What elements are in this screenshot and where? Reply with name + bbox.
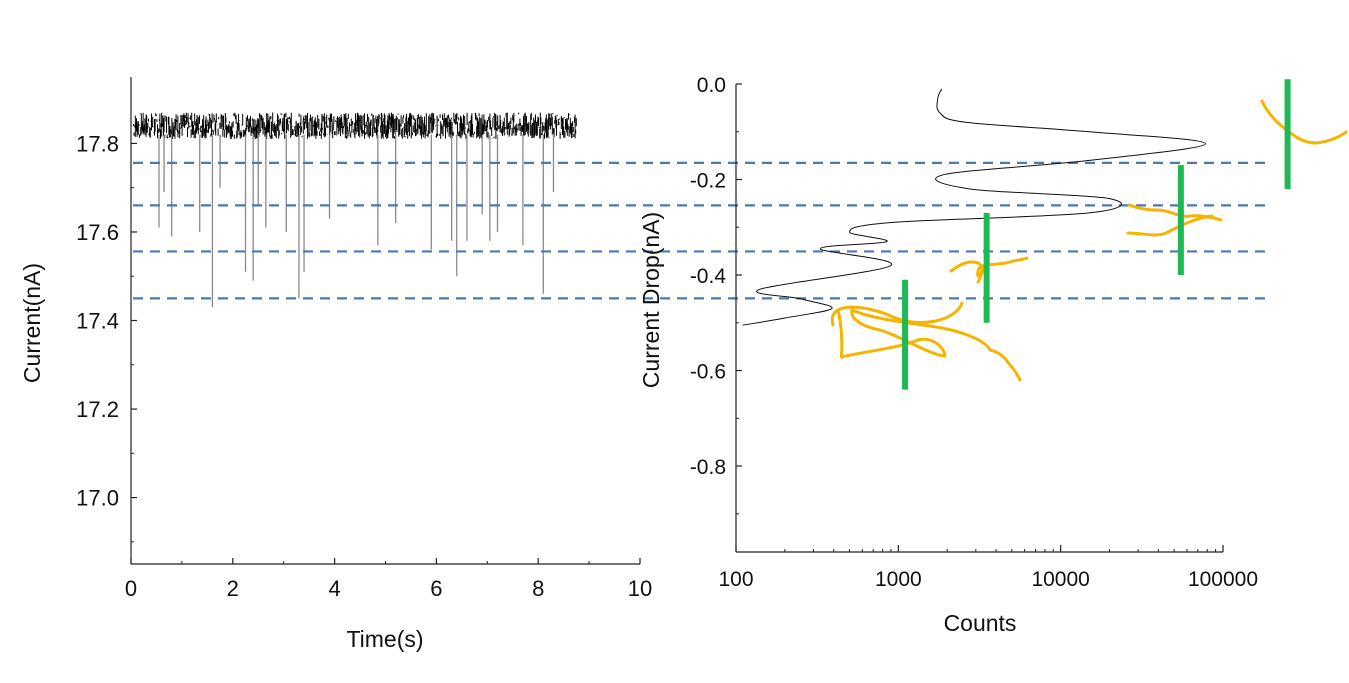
- left-axes: 17.0 17.2 17.4 17.6 17.8 0 2 4 6 8 10: [76, 77, 652, 601]
- left-x-tick-label: 6: [430, 576, 442, 601]
- right-y-tick-label: -0.2: [690, 170, 726, 193]
- right-axes: 0.0 -0.2 -0.4 -0.6 -0.8 100 1000 10000 100000: [690, 74, 1258, 591]
- left-x-tick-label: 8: [532, 576, 544, 601]
- right-y-tick-label: 0.0: [697, 74, 726, 97]
- current-baseline-trace: [133, 112, 577, 139]
- left-x-tick-label: 4: [328, 576, 340, 601]
- right-y-tick-label: -0.4: [690, 265, 727, 288]
- right-x-tick-label: 100: [718, 568, 753, 591]
- molecule-squiggle-1: [830, 301, 1022, 382]
- right-x-axis-title: Counts: [944, 610, 1017, 636]
- peak-markers: [902, 79, 1291, 390]
- right-x-tick-label: 10000: [1031, 568, 1089, 591]
- left-x-tick-label: 10: [628, 576, 652, 601]
- right-y-ticks: 0.0 -0.2 -0.4 -0.6 -0.8: [690, 74, 742, 515]
- reference-lines: [133, 161, 1272, 300]
- right-chart: 0.0 -0.2 -0.4 -0.6 -0.8 100 1000 10000 100000 C…: [638, 74, 1348, 636]
- molecule-squiggles: [830, 99, 1348, 382]
- molecule-squiggle-4: [1260, 99, 1348, 145]
- left-y-tick-label: 17.8: [76, 131, 119, 156]
- right-y-tick-label: -0.8: [690, 456, 726, 479]
- right-y-axis-title: Current Drop(nA): [638, 212, 664, 388]
- right-x-ticks: 100 1000 10000 100000: [718, 545, 1258, 591]
- left-y-tick-label: 17.4: [76, 309, 119, 334]
- left-y-ticks: 17.0 17.2 17.4 17.6 17.8: [76, 131, 137, 543]
- left-x-tick-label: 0: [125, 576, 137, 601]
- left-x-axis-title: Time(s): [346, 626, 423, 652]
- left-y-tick-label: 17.6: [76, 220, 119, 245]
- left-chart: 17.0 17.2 17.4 17.6 17.8 0 2 4 6 8 10 Time(s) Cur…: [19, 77, 652, 652]
- left-x-tick-label: 2: [227, 576, 239, 601]
- left-y-axis-title: Current(nA): [19, 263, 45, 383]
- left-y-tick-label: 17.0: [76, 486, 119, 511]
- right-x-tick-label: 100000: [1188, 568, 1258, 591]
- left-baseline-group: [133, 112, 577, 139]
- left-x-ticks: 0 2 4 6 8 10: [125, 558, 652, 601]
- left-y-tick-label: 17.2: [76, 397, 119, 422]
- histogram-line: [742, 88, 1207, 326]
- right-y-tick-label: -0.6: [690, 361, 726, 384]
- right-x-tick-label: 1000: [875, 568, 922, 591]
- molecule-squiggle-3: [1126, 203, 1223, 237]
- left-events-group: [158, 134, 555, 308]
